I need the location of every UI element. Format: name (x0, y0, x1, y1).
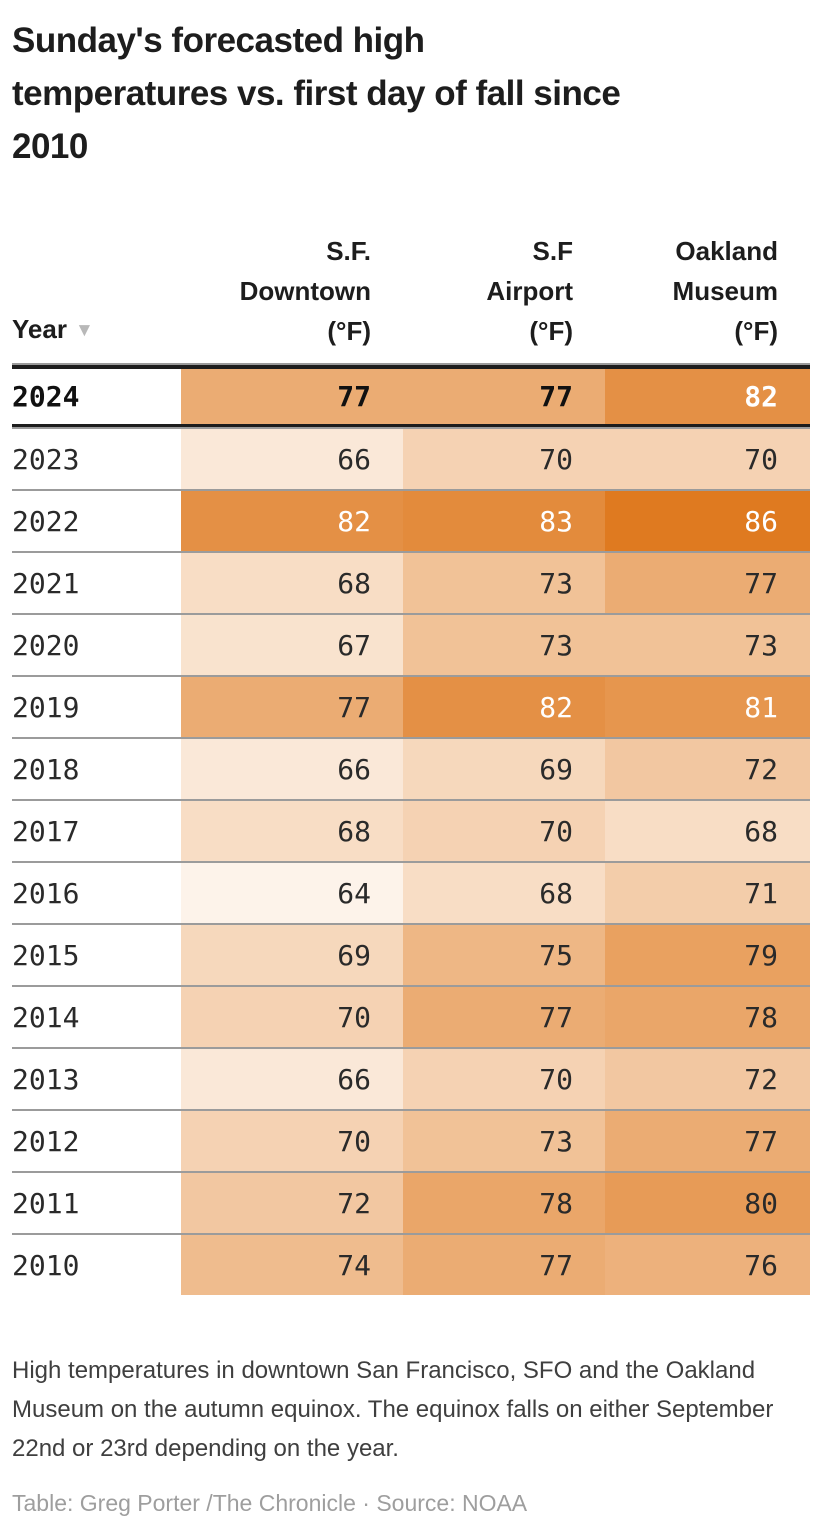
temp-cell: 75 (403, 923, 605, 985)
table-row: 2018 66 69 72 (12, 737, 810, 799)
year-cell: 2020 (12, 613, 181, 675)
table-row: 2016 64 68 71 (12, 861, 810, 923)
temp-cell: 80 (605, 1171, 810, 1233)
table-row: 2017 68 70 68 (12, 799, 810, 861)
temp-cell: 70 (605, 427, 810, 489)
column-header-sf-downtown-label: S.F. Downtown (°F) (239, 236, 371, 346)
year-cell: 2014 (12, 985, 181, 1047)
year-cell: 2021 (12, 551, 181, 613)
year-cell: 2012 (12, 1109, 181, 1171)
temp-cell: 68 (403, 861, 605, 923)
temp-cell: 66 (181, 737, 403, 799)
temp-cell: 66 (181, 427, 403, 489)
year-cell: 2010 (12, 1233, 181, 1295)
table-header: Year ▼ S.F. Downtown (°F) S.F Airport (°F… (12, 231, 810, 365)
column-header-oakland-museum[interactable]: Oakland Museum (°F) (605, 231, 810, 365)
temp-cell: 77 (403, 985, 605, 1047)
year-cell: 2017 (12, 799, 181, 861)
table-row: 2020 67 73 73 (12, 613, 810, 675)
temp-cell: 73 (605, 613, 810, 675)
column-header-sf-airport-label: S.F Airport (°F) (486, 236, 573, 346)
table-row: 2021 68 73 77 (12, 551, 810, 613)
year-cell: 2022 (12, 489, 181, 551)
table-body: 2024 77 77 82 2023 66 70 70 2022 82 83 86 2021 68 73 77… (12, 365, 810, 1295)
temp-cell: 77 (605, 1109, 810, 1171)
temperature-table: Year ▼ S.F. Downtown (°F) S.F Airport (°F… (12, 231, 810, 1295)
temp-cell: 70 (403, 1047, 605, 1109)
column-header-year-label: Year (12, 314, 67, 344)
header-row: Year ▼ S.F. Downtown (°F) S.F Airport (°F… (12, 231, 810, 365)
year-cell: 2016 (12, 861, 181, 923)
temp-cell: 81 (605, 675, 810, 737)
temp-cell: 78 (403, 1171, 605, 1233)
temp-cell: 67 (181, 613, 403, 675)
temp-cell: 74 (181, 1233, 403, 1295)
year-cell: 2018 (12, 737, 181, 799)
temp-cell: 73 (403, 613, 605, 675)
temp-cell: 82 (181, 489, 403, 551)
temp-cell: 70 (403, 427, 605, 489)
temp-cell: 83 (403, 489, 605, 551)
temp-cell: 77 (181, 675, 403, 737)
temp-cell: 64 (181, 861, 403, 923)
year-cell: 2019 (12, 675, 181, 737)
temp-cell: 77 (403, 365, 605, 427)
table-row: 2022 82 83 86 (12, 489, 810, 551)
temp-cell: 78 (605, 985, 810, 1047)
chart-title: Sunday's forecasted high temperatures vs… (12, 21, 621, 166)
temp-cell: 68 (181, 799, 403, 861)
temp-cell: 82 (403, 675, 605, 737)
temp-cell: 70 (403, 799, 605, 861)
temp-cell: 77 (403, 1233, 605, 1295)
temp-cell: 72 (181, 1171, 403, 1233)
table-notes: High temperatures in downtown San Franci… (12, 1357, 774, 1462)
column-header-sf-downtown[interactable]: S.F. Downtown (°F) (181, 231, 403, 365)
temp-cell: 70 (181, 985, 403, 1047)
temp-cell: 86 (605, 489, 810, 551)
temp-cell: 79 (605, 923, 810, 985)
temp-cell: 72 (605, 1047, 810, 1109)
column-header-oakland-museum-label: Oakland Museum (°F) (672, 236, 778, 346)
column-header-sf-airport[interactable]: S.F Airport (°F) (403, 231, 605, 365)
temp-cell: 77 (181, 365, 403, 427)
table-row: 2019 77 82 81 (12, 675, 810, 737)
table-row: 2014 70 77 78 (12, 985, 810, 1047)
table-row: 2024 77 77 82 (12, 365, 810, 427)
temp-cell: 82 (605, 365, 810, 427)
table-credit: Table: Greg Porter /The Chronicle · Sour… (12, 1490, 528, 1516)
table-row: 2013 66 70 72 (12, 1047, 810, 1109)
temp-cell: 73 (403, 1109, 605, 1171)
year-cell: 2011 (12, 1171, 181, 1233)
table-row: 2023 66 70 70 (12, 427, 810, 489)
year-cell: 2023 (12, 427, 181, 489)
year-cell: 2013 (12, 1047, 181, 1109)
temp-cell: 73 (403, 551, 605, 613)
table-row: 2012 70 73 77 (12, 1109, 810, 1171)
sort-desc-icon: ▼ (74, 320, 94, 341)
temp-cell: 76 (605, 1233, 810, 1295)
temp-cell: 70 (181, 1109, 403, 1171)
temp-cell: 68 (181, 551, 403, 613)
temp-cell: 68 (605, 799, 810, 861)
table-row: 2010 74 77 76 (12, 1233, 810, 1295)
temp-cell: 77 (605, 551, 810, 613)
table-row: 2015 69 75 79 (12, 923, 810, 985)
temp-cell: 72 (605, 737, 810, 799)
temp-cell: 71 (605, 861, 810, 923)
temp-cell: 69 (181, 923, 403, 985)
temp-cell: 66 (181, 1047, 403, 1109)
year-cell: 2015 (12, 923, 181, 985)
column-header-year[interactable]: Year ▼ (12, 231, 181, 365)
table-row: 2011 72 78 80 (12, 1171, 810, 1233)
year-cell: 2024 (12, 365, 181, 427)
temp-cell: 69 (403, 737, 605, 799)
